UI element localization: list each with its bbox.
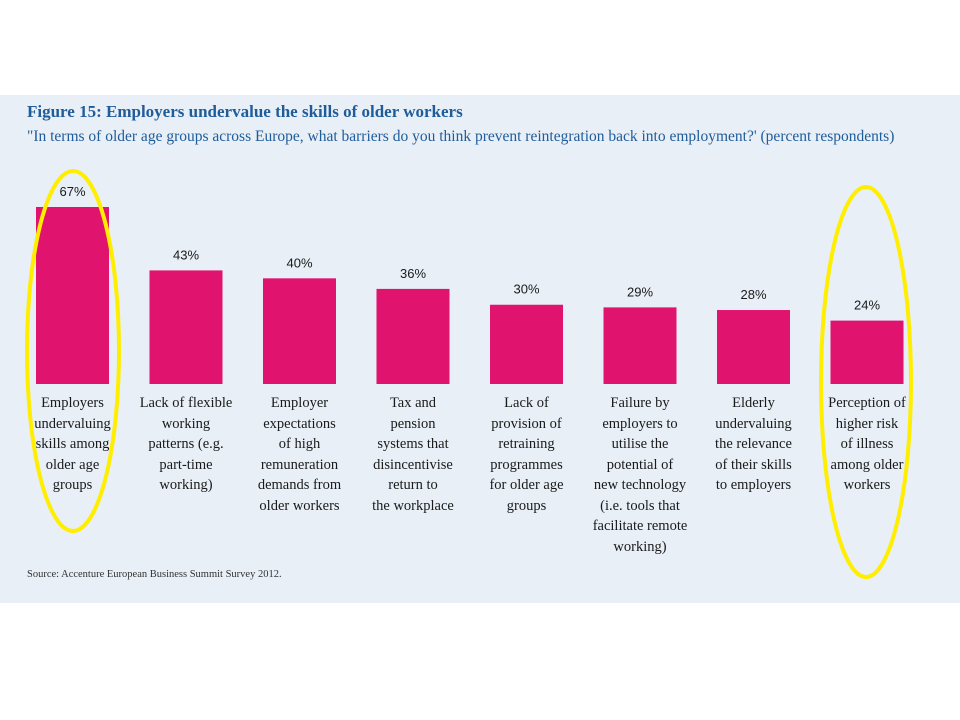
category-label: Tax and pension systems that disincentiv… — [372, 395, 454, 514]
bar-value-label: 36% — [400, 266, 426, 281]
category-label: Elderly undervaluing the relevance of th… — [715, 395, 792, 493]
value-labels-layer: 67% 43% 40% 36% 30% 29% 28% 24% — [59, 184, 880, 313]
bar-6 — [603, 307, 677, 384]
highlight-ellipse-1 — [25, 169, 121, 533]
category-label: Lack of flexible working patterns (e.g. … — [139, 395, 233, 493]
bar-value-label: 43% — [173, 247, 199, 262]
bar-4 — [376, 288, 450, 384]
chart-title: Figure 15: Employers undervalue the skil… — [27, 102, 463, 121]
bars-layer — [36, 207, 904, 384]
bar-7 — [717, 310, 790, 384]
highlight-ellipse-8 — [819, 185, 913, 579]
bar-5 — [490, 304, 563, 384]
bar-value-label: 28% — [740, 287, 766, 302]
chart-source: Source: Accenture European Business Summ… — [27, 569, 282, 580]
bar-2 — [149, 270, 223, 384]
bar-value-label: 67% — [59, 184, 85, 199]
bar-value-label: 24% — [854, 298, 880, 313]
chart-subtitle: "In terms of older age groups across Eur… — [27, 128, 895, 145]
highlights-layer — [25, 169, 913, 579]
category-label: Failure by employers to utilise the pote… — [592, 395, 688, 555]
bar-3 — [263, 278, 336, 384]
category-label: Lack of provision of retraining programm… — [489, 395, 564, 514]
category-label: Perception of higher risk of illness amo… — [828, 395, 906, 493]
category-label: Employer expectations of high remunerati… — [257, 395, 342, 514]
bar-value-label: 29% — [627, 284, 653, 299]
bar-value-label: 40% — [286, 255, 312, 270]
bar-value-label: 30% — [513, 282, 539, 297]
category-label: Employers undervaluing skills among olde… — [34, 395, 111, 493]
bar-1 — [36, 207, 109, 384]
bar-8 — [830, 320, 904, 384]
